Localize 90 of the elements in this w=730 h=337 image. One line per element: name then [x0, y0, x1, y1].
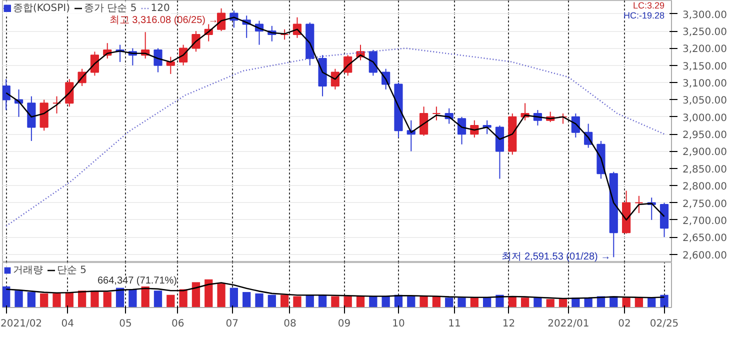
bar	[558, 299, 568, 308]
bar	[217, 284, 226, 308]
y-tick-label: 3,250.00	[682, 27, 728, 38]
x-tick-label: 2021/02	[0, 318, 42, 330]
y-tick-label: 2,700.00	[682, 216, 728, 227]
bar	[293, 296, 302, 308]
candlestick	[52, 96, 62, 114]
x-tick-label: 07	[226, 318, 238, 330]
y-tick-label: 3,200.00	[682, 44, 728, 56]
x-tick-label: 09	[338, 318, 351, 330]
x-tick-label: 06	[172, 318, 184, 330]
annotation: HC:-19.28	[623, 10, 665, 20]
y-tick-label: 2,650.00	[682, 233, 728, 244]
x-tick-label: 08	[284, 318, 296, 330]
annotation: 최저 2,591.53 (01/28) →	[502, 252, 611, 263]
bar	[192, 282, 200, 308]
bar	[660, 294, 668, 308]
annotation: 664,347 (71.71%)	[98, 276, 178, 286]
line-series	[5, 48, 665, 227]
bar	[520, 298, 530, 308]
legend-label: 종가 단순 5	[84, 2, 137, 15]
bar	[634, 298, 644, 308]
y-tick-label: 3,100.00	[682, 78, 728, 90]
y-tick-label: 3,150.00	[682, 61, 728, 72]
y-tick-label: 2,750.00	[682, 198, 728, 210]
x-tick-label: 04	[61, 318, 74, 330]
candlestick	[216, 8, 226, 32]
bar	[458, 298, 466, 308]
bar	[179, 289, 188, 308]
candlestick	[457, 116, 466, 145]
bar	[420, 296, 428, 308]
bar	[344, 296, 352, 308]
bar	[230, 288, 238, 308]
candlestick	[419, 106, 428, 136]
bar	[331, 296, 340, 308]
bar	[534, 298, 542, 308]
y-tick-label: 3,000.00	[682, 112, 728, 124]
bar	[154, 290, 162, 308]
bar	[40, 293, 48, 308]
legend-label: 단순 5	[57, 264, 87, 277]
bar	[27, 292, 36, 308]
bar	[445, 298, 454, 308]
candlestick	[432, 106, 441, 121]
annotation: 최고 3,316.08 (06/25) →	[109, 14, 218, 26]
bar	[255, 293, 264, 308]
candlestick	[660, 202, 669, 238]
x-tick-label: 2022/01	[548, 318, 590, 330]
legend-label: 120	[150, 2, 171, 14]
bar	[128, 289, 137, 308]
y-tick-label: 3,050.00	[682, 96, 728, 107]
candlestick	[368, 49, 378, 76]
x-tick-label: 10	[392, 318, 405, 330]
candlestick	[280, 28, 289, 40]
candlestick	[65, 78, 74, 108]
y-tick-label: 3,300.00	[682, 10, 728, 21]
legend-label: 거래량	[13, 264, 43, 277]
bar	[470, 298, 478, 308]
candlestick	[2, 78, 10, 111]
bar	[407, 296, 416, 308]
candlestick	[90, 51, 100, 76]
y-tick-label: 2,800.00	[682, 182, 728, 193]
candlestick	[166, 56, 175, 74]
bar	[166, 294, 175, 308]
x-tick-label: 02/25	[650, 318, 679, 330]
bar	[280, 294, 289, 308]
y-tick-label: 2,850.00	[682, 164, 728, 176]
y-tick-label: 2,950.00	[682, 130, 728, 142]
x-tick-label: 11	[448, 318, 461, 330]
x-tick-label: 05	[119, 318, 132, 330]
x-tick-label: 02	[618, 318, 631, 330]
bar	[103, 292, 112, 308]
candlestick	[558, 112, 568, 124]
y-tick-label: 2,900.00	[682, 147, 728, 158]
bar	[52, 293, 61, 308]
bar	[622, 298, 630, 308]
candlestick	[634, 195, 644, 214]
bar	[483, 298, 492, 308]
bar	[204, 279, 213, 308]
bar	[90, 290, 99, 308]
candlestick	[154, 48, 162, 73]
y-tick-label: 2,600.00	[682, 250, 728, 262]
legend-label: 종합(KOSPI)	[13, 2, 70, 15]
bar	[2, 286, 10, 308]
bar	[242, 292, 251, 308]
bar	[14, 290, 23, 308]
bar	[546, 299, 554, 308]
bar	[268, 294, 276, 308]
annotation: LC:3.29	[632, 0, 665, 10]
bar	[356, 296, 365, 308]
x-tick-label: 12	[502, 318, 516, 330]
